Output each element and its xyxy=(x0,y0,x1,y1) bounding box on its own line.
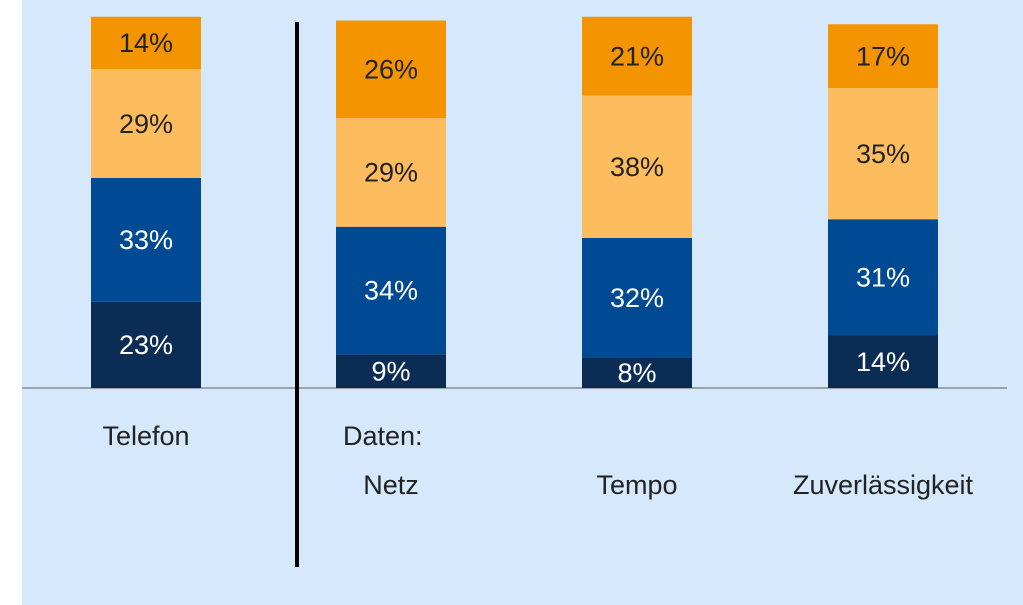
value-label: 29% xyxy=(119,109,173,139)
bar-segment xyxy=(336,226,446,355)
value-label: 31% xyxy=(856,263,910,293)
bar-segment xyxy=(91,178,201,302)
value-label: 23% xyxy=(119,330,173,360)
value-label: 26% xyxy=(364,54,418,84)
value-label: 32% xyxy=(610,283,664,313)
bar-segment xyxy=(336,118,446,227)
value-label: 14% xyxy=(119,28,173,58)
value-label: 38% xyxy=(610,152,664,182)
value-label: 35% xyxy=(856,139,910,169)
group-label: Daten: xyxy=(343,421,423,451)
value-label: 14% xyxy=(856,347,910,377)
bar-segment xyxy=(582,16,692,96)
bar-segment xyxy=(828,335,938,388)
value-label: 21% xyxy=(610,41,664,71)
bar-segment xyxy=(828,88,938,220)
value-label: 34% xyxy=(364,276,418,306)
x-tick-label: Tempo xyxy=(596,470,677,500)
bar-segment xyxy=(91,69,201,178)
bar-segment xyxy=(91,301,201,388)
bar-segment xyxy=(582,358,692,388)
bar-segment xyxy=(828,219,938,336)
value-label: 9% xyxy=(371,356,410,386)
x-tick-label: Telefon xyxy=(102,421,189,451)
x-tick-label: Netz xyxy=(363,470,419,500)
value-label: 33% xyxy=(119,225,173,255)
bar-segment xyxy=(91,16,201,70)
x-tick-label: Zuverlässigkeit xyxy=(793,470,974,500)
bar-segment xyxy=(828,24,938,88)
bar-segment xyxy=(336,354,446,388)
bar-segment xyxy=(582,238,692,358)
value-label: 8% xyxy=(617,358,656,388)
value-label: 29% xyxy=(364,158,418,188)
bar-segment xyxy=(582,95,692,238)
bar-segment xyxy=(336,20,446,118)
value-label: 17% xyxy=(856,41,910,71)
